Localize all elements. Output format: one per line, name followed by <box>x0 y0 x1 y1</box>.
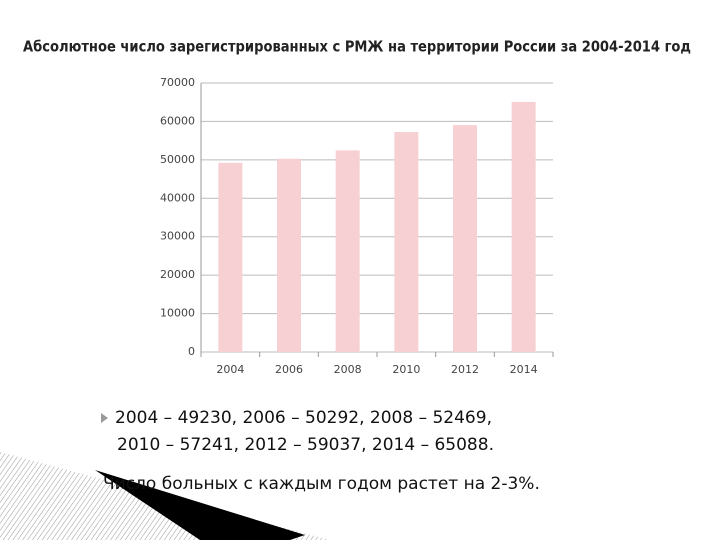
y-tick-label: 60000 <box>160 114 195 127</box>
chart-title: Абсолютное число зарегистрированных с РМ… <box>23 38 691 56</box>
x-tick-label: 2012 <box>451 363 479 376</box>
bullet-line: 2004 – 49230, 2006 – 50292, 2008 – 52469… <box>115 408 492 428</box>
x-tick-label: 2004 <box>216 363 244 376</box>
x-tick-label: 2008 <box>334 363 362 376</box>
y-tick-label: 20000 <box>160 268 195 281</box>
note: Число больных с каждым годом растет на 2… <box>103 474 540 494</box>
y-tick-label: 30000 <box>160 230 195 243</box>
y-tick-label: 0 <box>188 345 195 358</box>
x-tick-label: 2010 <box>392 363 420 376</box>
bar <box>277 158 301 352</box>
bar <box>335 150 360 352</box>
bar <box>453 125 477 352</box>
bullet-marker <box>101 413 108 423</box>
y-tick-label: 50000 <box>160 153 195 166</box>
bar <box>394 132 419 352</box>
y-tick-label: 10000 <box>160 307 195 320</box>
bullet-line: 2010 – 57241, 2012 – 59037, 2014 – 65088… <box>117 435 494 455</box>
x-tick-label: 2014 <box>510 363 538 376</box>
decoration <box>95 470 305 540</box>
y-tick-label: 40000 <box>160 191 195 204</box>
bar <box>218 162 243 352</box>
y-tick-label: 70000 <box>160 76 195 89</box>
bar <box>511 101 536 352</box>
x-tick-label: 2006 <box>275 363 303 376</box>
